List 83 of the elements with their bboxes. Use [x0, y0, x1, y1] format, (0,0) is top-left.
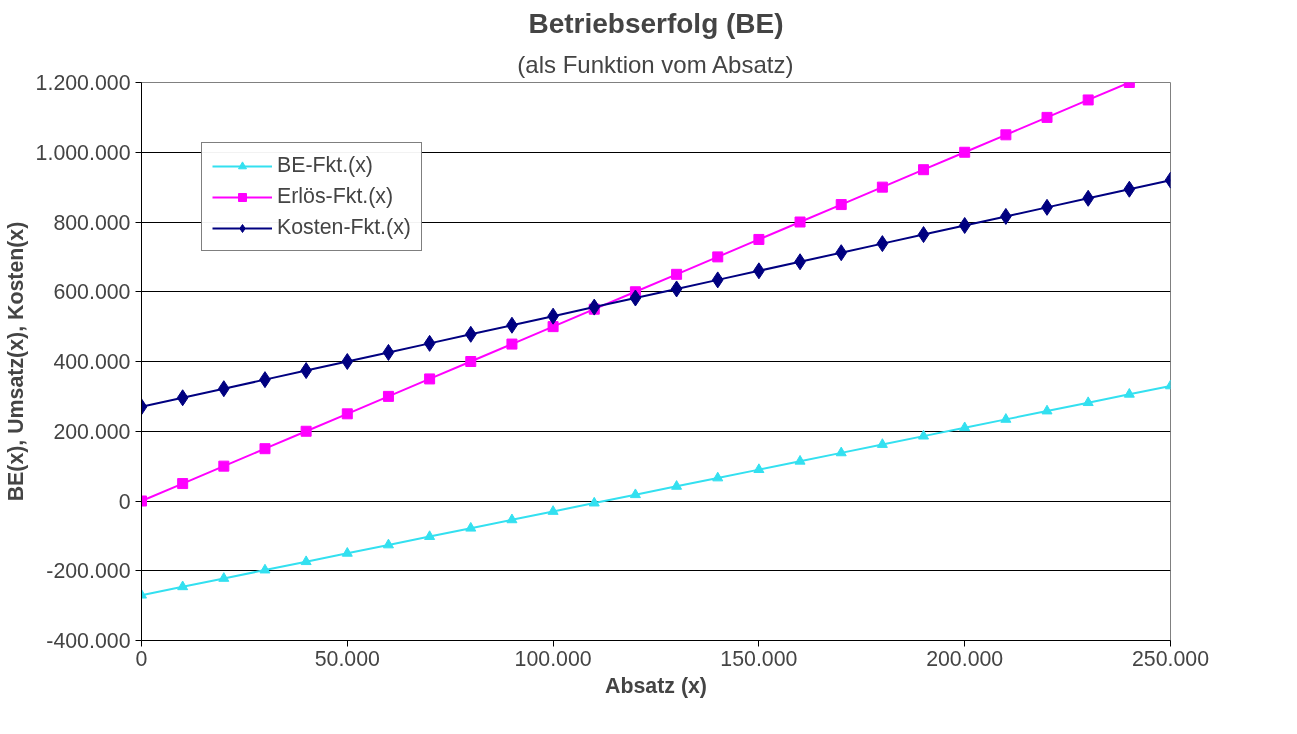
point — [464, 325, 477, 343]
point — [918, 164, 930, 176]
point — [712, 471, 724, 482]
point — [259, 563, 271, 574]
point — [259, 443, 271, 455]
point — [959, 146, 971, 158]
point — [1000, 413, 1012, 423]
point — [711, 271, 724, 289]
point — [588, 496, 600, 507]
point — [671, 480, 683, 490]
point — [382, 343, 395, 361]
point — [1041, 111, 1053, 123]
point — [218, 460, 230, 472]
point — [876, 181, 888, 193]
point — [465, 521, 477, 532]
point — [835, 244, 848, 262]
x-tick-label: 200.000 — [926, 646, 1004, 671]
point — [1123, 388, 1135, 398]
point — [423, 334, 436, 352]
point — [835, 199, 847, 211]
point — [835, 446, 847, 457]
point — [794, 454, 806, 465]
point — [341, 408, 353, 420]
point — [671, 268, 683, 280]
point — [341, 547, 353, 557]
x-tick-label: 150.000 — [720, 646, 798, 671]
point — [547, 505, 559, 515]
y-tick-label: 1.000.000 — [35, 140, 131, 165]
y-axis-title: BE(x), Umsatz(x), Kosten(x) — [3, 221, 28, 502]
y-tick-label: 200.000 — [53, 419, 131, 444]
x-tick-label: 100.000 — [514, 646, 592, 671]
point — [177, 580, 189, 591]
point — [958, 216, 971, 234]
point — [1082, 94, 1094, 106]
point — [547, 321, 559, 333]
point — [177, 478, 189, 490]
x-tick-label: 0 — [135, 646, 148, 671]
point — [217, 380, 230, 398]
point — [588, 298, 601, 316]
x-tick-label: 50.000 — [314, 646, 381, 671]
point — [176, 389, 189, 407]
point — [1000, 129, 1012, 141]
point — [218, 572, 230, 582]
point — [917, 226, 930, 244]
point — [629, 289, 642, 307]
y-tick-label: 400.000 — [53, 350, 131, 374]
point — [753, 233, 765, 245]
point — [794, 216, 806, 228]
point — [506, 338, 518, 350]
point — [424, 530, 436, 540]
x-tick-label: 250.000 — [1131, 646, 1210, 671]
point — [670, 280, 683, 298]
y-tick-label: 0 — [118, 489, 131, 514]
y-tick-label: 600.000 — [53, 280, 131, 305]
point — [918, 429, 930, 440]
y-tick-label: 1.200.000 — [35, 71, 131, 95]
point — [506, 513, 518, 524]
point — [1123, 180, 1136, 198]
point — [1082, 396, 1094, 407]
point — [959, 421, 971, 432]
point — [341, 353, 354, 370]
legend-label: Kosten-Fkt.(x) — [277, 215, 411, 240]
point — [629, 488, 641, 499]
point — [382, 390, 394, 402]
point — [712, 251, 724, 263]
y-tick-label: -200.000 — [46, 559, 131, 584]
point — [424, 373, 436, 385]
point — [300, 425, 312, 437]
point — [876, 235, 889, 253]
point — [382, 538, 394, 549]
chart-title: Betriebserfolg (BE) — [528, 7, 784, 39]
point — [1082, 189, 1095, 207]
legend-label: Erlös-Fkt.(x) — [277, 184, 394, 209]
point — [753, 463, 765, 473]
point — [300, 555, 312, 566]
x-axis-title: Absatz (x) — [605, 673, 707, 698]
point — [1041, 404, 1053, 415]
point — [876, 438, 888, 448]
y-tick-label: -400.000 — [46, 629, 131, 653]
chart-subtitle: (als Funktion vom Absatz) — [517, 50, 794, 78]
point — [465, 356, 477, 367]
legend-label: BE-Fkt.(x) — [277, 153, 373, 178]
y-tick-label: 800.000 — [53, 210, 131, 235]
